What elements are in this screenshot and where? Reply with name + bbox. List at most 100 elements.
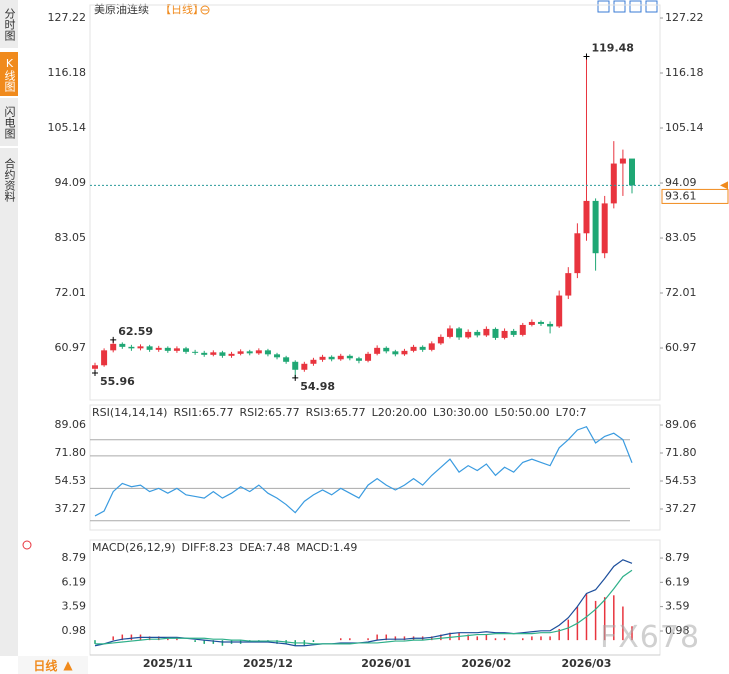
- candle-body: [583, 200, 590, 234]
- y-tick-label: 54.53: [55, 474, 87, 487]
- candle-body: [437, 336, 444, 344]
- y-tick-label: 94.09: [665, 176, 697, 189]
- candle-body: [619, 158, 626, 164]
- candle-body: [383, 347, 390, 352]
- y-tick-label: 8.79: [62, 551, 87, 564]
- candle-body: [110, 343, 117, 351]
- y-tick-label: 6.19: [665, 575, 690, 588]
- tool-icon[interactable]: [645, 0, 658, 13]
- candle-body: [510, 330, 517, 335]
- legend-item: RSI2:65.77: [240, 406, 300, 419]
- x-tick-label: 2025/12: [243, 657, 293, 670]
- y-tick-label: 54.53: [665, 474, 697, 487]
- annotation-marker: [292, 374, 299, 381]
- y-tick-label: 60.97: [665, 341, 697, 354]
- tab[interactable]: 闪电图: [0, 98, 18, 147]
- candle-body: [392, 351, 399, 355]
- y-tick-label: 127.22: [48, 11, 87, 24]
- y-tick-label: 3.59: [665, 600, 690, 613]
- candle-body: [574, 233, 581, 274]
- annotation-label: 55.96: [100, 375, 135, 388]
- candle-body: [629, 158, 635, 186]
- candle-body: [601, 203, 608, 254]
- legend-item: DEA:7.48: [239, 541, 290, 554]
- chart-period: 【日线】: [160, 2, 204, 16]
- tool-icon[interactable]: [613, 0, 626, 13]
- watermark: FX678: [600, 620, 701, 655]
- candle-body: [337, 355, 344, 360]
- y-tick-label: 60.97: [55, 341, 87, 354]
- candle-body: [173, 348, 180, 351]
- y-tick-label: 37.27: [665, 502, 697, 515]
- settings-icon[interactable]: [22, 540, 32, 550]
- period-arrow: ▲: [63, 658, 73, 672]
- toolbar: [597, 0, 658, 13]
- period-selector[interactable]: 日线 ▲: [18, 656, 88, 674]
- candle-body: [210, 352, 217, 355]
- candle-body: [264, 350, 271, 355]
- y-tick-label: 72.01: [55, 286, 87, 299]
- last-price-label: 93.61: [665, 189, 697, 202]
- candle-body: [537, 321, 544, 324]
- line-series: [95, 569, 633, 645]
- y-tick-label: 105.14: [48, 121, 87, 134]
- candle-body: [592, 200, 599, 254]
- panel-frame: [89, 4, 661, 401]
- candle-body: [501, 330, 508, 338]
- legend-item: L20:20.00: [372, 406, 427, 419]
- y-tick-label: 89.06: [665, 418, 697, 431]
- legend-item: RSI(14,14,14): [92, 406, 167, 419]
- candle-body: [164, 347, 171, 351]
- annotation-label: 62.59: [118, 325, 153, 338]
- candle-body: [119, 343, 126, 347]
- candle-body: [146, 346, 153, 350]
- candle-body: [137, 346, 144, 349]
- candle-body: [155, 347, 162, 350]
- candle-body: [565, 273, 572, 296]
- x-tick-label: 2026/03: [562, 657, 612, 670]
- toggle-icon[interactable]: [200, 5, 210, 15]
- y-tick-label: 105.14: [665, 121, 704, 134]
- candle-body: [492, 328, 499, 338]
- x-tick-label: 2025/11: [143, 657, 193, 670]
- candle-body: [301, 363, 308, 370]
- y-tick-label: 94.09: [55, 176, 87, 189]
- candle-body: [128, 346, 135, 349]
- candle-body: [528, 321, 535, 325]
- candle-body: [219, 352, 226, 356]
- y-tick-label: 71.80: [55, 446, 87, 459]
- annotation-marker: [92, 369, 98, 376]
- y-tick-label: 83.05: [55, 231, 87, 244]
- tool-icon[interactable]: [629, 0, 642, 13]
- candle-body: [374, 347, 381, 354]
- candle-body: [319, 356, 326, 360]
- candle-body: [547, 323, 554, 327]
- legend-item: MACD(26,12,9): [92, 541, 176, 554]
- y-tick-label: 116.18: [665, 66, 704, 79]
- candle-body: [446, 328, 453, 337]
- candle-body: [410, 346, 417, 351]
- panel-frame: [89, 404, 661, 531]
- y-tick-label: 37.27: [55, 502, 87, 515]
- y-tick-label: 89.06: [55, 418, 87, 431]
- y-tick-label: 6.19: [62, 575, 87, 588]
- legend-item: RSI1:65.77: [173, 406, 233, 419]
- legend-item: MACD:1.49: [296, 541, 357, 554]
- tab[interactable]: 分时图: [0, 0, 18, 49]
- sidebar-fill: [0, 212, 18, 657]
- candle-body: [474, 331, 481, 336]
- tab[interactable]: K线图: [0, 52, 18, 97]
- y-tick-label: 71.80: [665, 446, 697, 459]
- annotation-label: 54.98: [300, 380, 335, 393]
- candle-body: [255, 350, 262, 354]
- candle-body: [556, 295, 563, 327]
- y-tick-label: 0.98: [62, 624, 87, 637]
- candle-body: [456, 328, 463, 338]
- candle-body: [428, 343, 435, 350]
- tool-icon[interactable]: [597, 0, 610, 13]
- legend-item: L70:7: [556, 406, 587, 419]
- annotation-marker: [583, 53, 590, 60]
- candle-body: [365, 353, 372, 361]
- candle-body: [283, 357, 290, 362]
- chart-title: 美原油连续: [94, 2, 149, 16]
